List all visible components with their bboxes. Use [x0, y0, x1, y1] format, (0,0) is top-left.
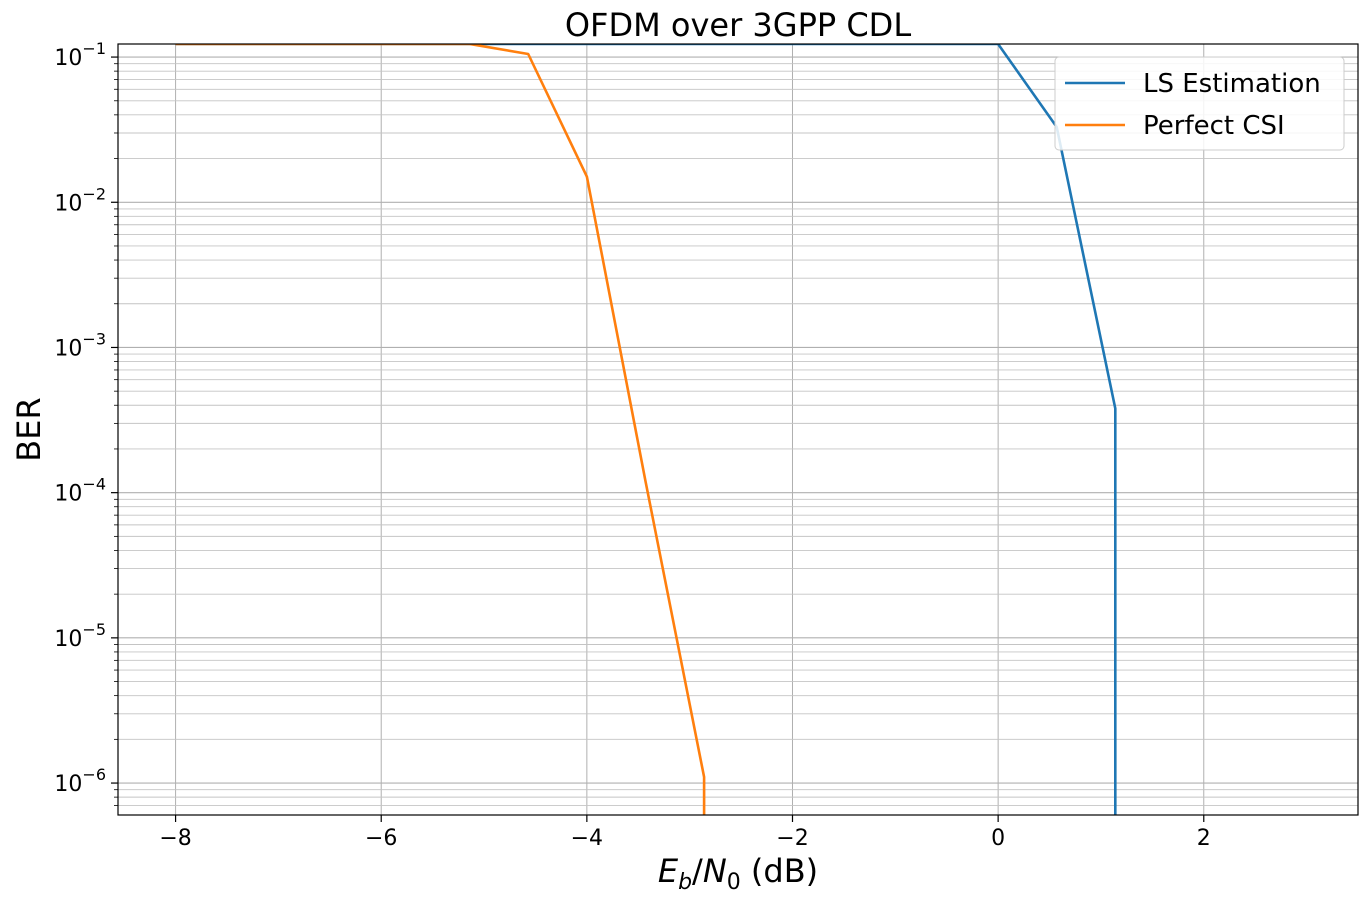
grid-lines	[118, 44, 1358, 815]
x-axis-label: Eb/N0 (dB)	[658, 852, 818, 895]
y-tick-label: 10−1	[54, 39, 106, 71]
y-tick-label: 10−4	[54, 475, 106, 507]
y-tick-label: 10−3	[54, 329, 106, 361]
x-tick-label: −6	[365, 826, 397, 851]
y-tick-label: 10−2	[54, 184, 106, 216]
series-lines	[175, 44, 1117, 815]
x-tick-label: −4	[571, 826, 603, 851]
legend-label: LS Estimation	[1143, 69, 1321, 99]
legend: LS Estimation Perfect CSI	[1054, 56, 1345, 151]
x-tick-label: −2	[776, 826, 808, 851]
chart-title: OFDM over 3GPP CDL	[565, 6, 911, 44]
y-axis-label: BER	[10, 397, 48, 461]
legend-label: Perfect CSI	[1143, 111, 1285, 141]
axis-ticks: −8 −6 −4 −2 0 2 10−1 10−2 10−3 10−4 10−5 10−6	[54, 39, 1210, 851]
series-line-ls-estimation	[175, 44, 1117, 815]
legend-box	[1054, 56, 1345, 151]
axes-frame	[117, 43, 1359, 816]
x-tick-label: 2	[1197, 826, 1211, 851]
y-tick-label: 10−6	[54, 765, 106, 797]
x-tick-label: 0	[991, 826, 1005, 851]
y-tick-label: 10−5	[54, 620, 106, 652]
series-line-perfect-csi	[175, 44, 706, 815]
x-tick-label: −8	[159, 826, 191, 851]
